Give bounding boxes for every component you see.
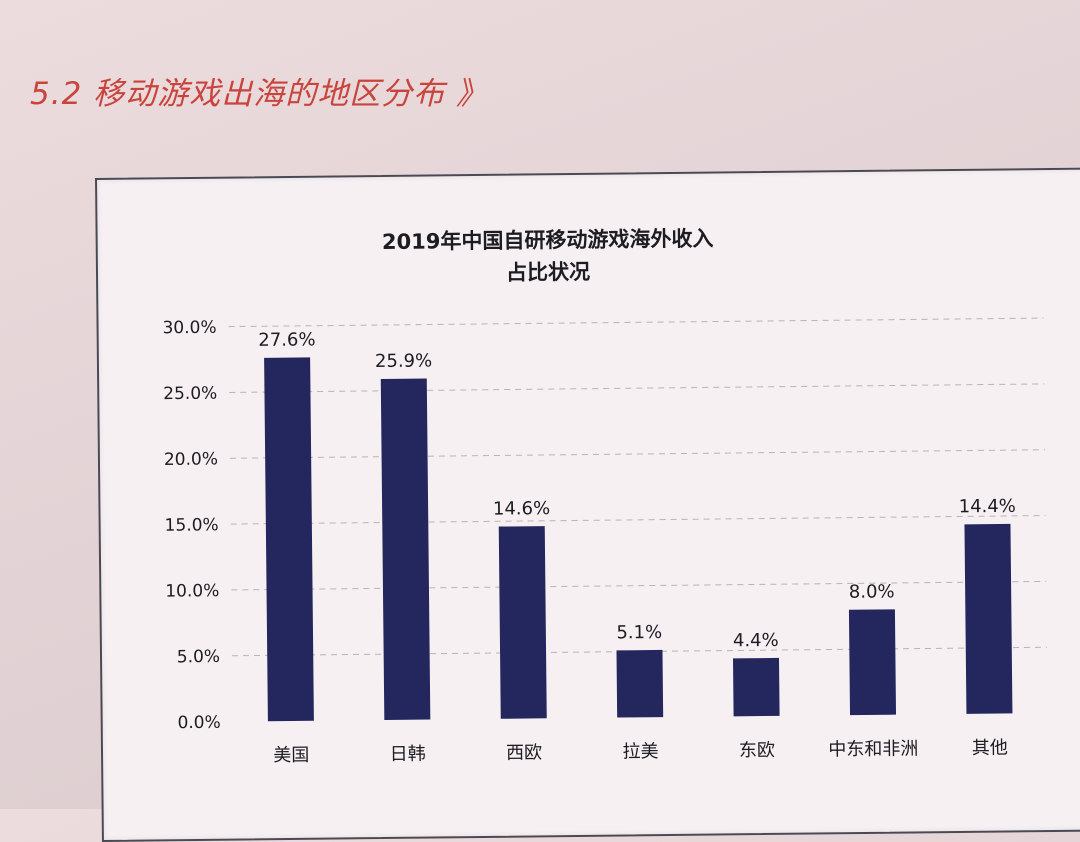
category-label: 西欧 [506,742,542,763]
bar [848,609,897,716]
gridline [230,515,1046,525]
category-label: 日韩 [390,744,426,765]
gridline [229,383,1045,393]
y-tick-label: 30.0% [162,318,216,339]
gridline [231,580,1047,591]
category-label: 其他 [972,737,1008,758]
chart-card: 2019年中国自研移动游戏海外收入 占比状况 0.0% 5.0% 10.0% 15.0%… [95,167,1080,842]
bar [498,526,547,719]
bar [264,357,314,722]
data-label: 14.6% [493,498,550,520]
y-tick-label: 5.0% [177,647,220,667]
y-tick-label: 15.0% [165,515,219,536]
data-label: 8.0% [849,581,895,602]
chart-title-line: 2019年中国自研移动游戏海外收入 [382,227,714,254]
category-label: 拉美 [622,741,658,762]
y-tick-label: 10.0% [165,581,219,602]
category-label: 中东和非洲 [828,738,918,760]
gridline [229,449,1045,459]
bar [964,523,1013,714]
bar [616,649,664,718]
bars [264,357,1013,722]
data-label: 25.9% [375,350,432,372]
bar [732,657,780,717]
gridline [228,317,1044,328]
data-label: 5.1% [616,622,662,643]
data-label: 4.4% [733,630,779,651]
y-axis-ticks: 0.0% 5.0% 10.0% 15.0% 20.0% 25.0% 30.0% [162,318,220,733]
y-tick-label: 20.0% [164,449,218,470]
gridlines [228,317,1047,657]
y-tick-label: 25.0% [163,384,217,405]
data-labels: 27.6% 25.9% 14.6% 5.1% 4.4% 8.0% 14.4% [258,329,1016,651]
chart-title-line: 占比状况 [506,260,590,285]
data-label: 14.4% [959,496,1016,518]
bar [380,378,431,720]
category-labels: 美国 日韩 西欧 拉美 东欧 中东和非洲 其他 [273,737,1008,766]
category-label: 东欧 [739,740,775,761]
category-label: 美国 [273,745,309,766]
data-label: 27.6% [258,329,315,351]
section-heading: 5.2 移动游戏出海的地区分布 》 [30,76,489,112]
y-tick-label: 0.0% [177,713,220,733]
